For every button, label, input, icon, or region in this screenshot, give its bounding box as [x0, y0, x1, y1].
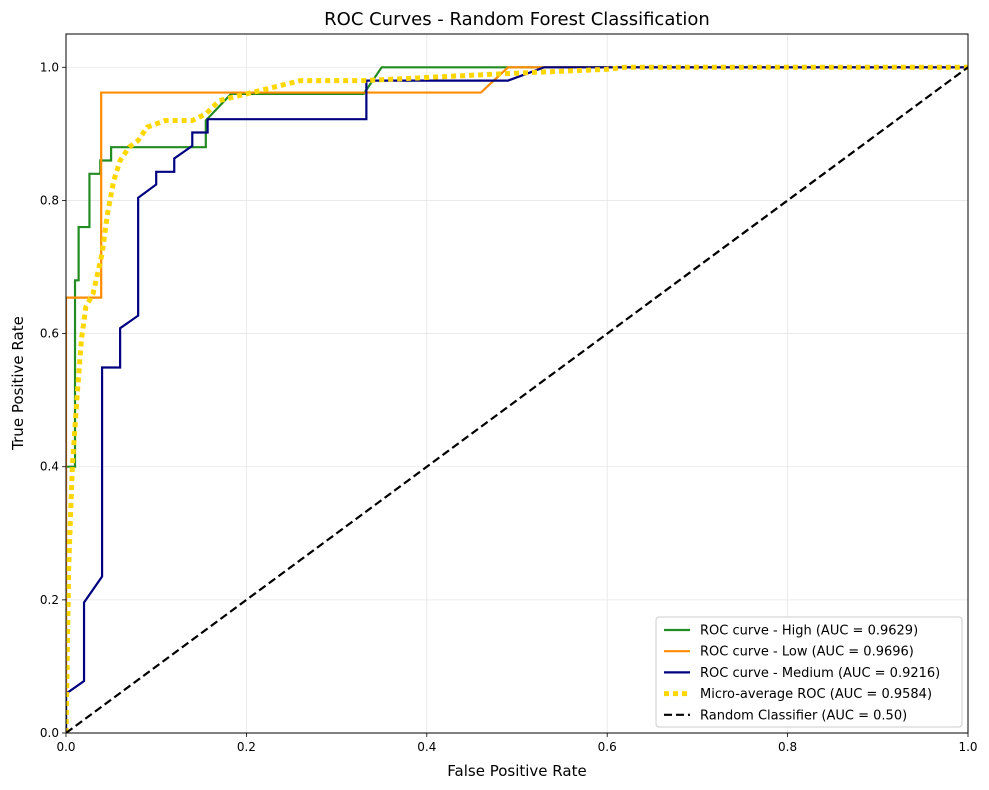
x-axis-title: False Positive Rate: [447, 762, 586, 780]
x-tick-label: 0.2: [237, 740, 256, 754]
legend-label-1: ROC curve - Low (AUC = 0.9696): [700, 645, 914, 660]
y-tick-label: 0.6: [40, 327, 59, 341]
series-line-3: [66, 64, 968, 733]
legend-label-0: ROC curve - High (AUC = 0.9629): [700, 624, 918, 639]
axis-ticks: 0.0 0.2 0.4 0.6 0.8 1.0 0.0 0.2 0.4 0.6 0.8 1.0: [40, 60, 978, 754]
legend-label-2: ROC curve - Medium (AUC = 0.9216): [700, 666, 940, 681]
series-line-2: [66, 66, 968, 733]
series-lines: [66, 64, 968, 733]
y-tick-label: 0.8: [40, 193, 59, 207]
x-tick-label: 0.0: [56, 740, 75, 754]
x-tick-label: 0.4: [417, 740, 436, 754]
series-line-1: [66, 66, 968, 733]
plot-frame: [65, 33, 969, 734]
y-tick-label: 0.0: [40, 726, 59, 740]
legend-box: [655, 616, 963, 728]
series-line-4: [66, 66, 968, 733]
x-tick-label: 0.8: [778, 740, 797, 754]
legend: ROC curve - High (AUC = 0.9629) ROC curve…: [655, 616, 963, 728]
y-tick-label: 0.4: [40, 460, 59, 474]
y-axis-title: True Positive Rate: [9, 316, 27, 451]
legend-label-4: Random Classifier (AUC = 0.50): [700, 708, 907, 723]
x-tick-label: 1.0: [958, 740, 977, 754]
x-tick-label: 0.6: [598, 740, 617, 754]
legend-label-3: Micro-average ROC (AUC = 0.9584): [700, 687, 932, 702]
chart-title: ROC Curves - Random Forest Classificatio…: [324, 9, 710, 30]
y-tick-label: 0.2: [40, 593, 59, 607]
y-tick-label: 1.0: [40, 60, 59, 74]
